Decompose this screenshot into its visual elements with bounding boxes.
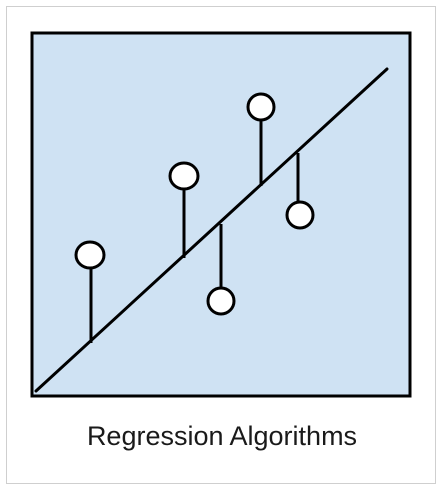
data-point [168,161,200,191]
diagram-caption: Regression Algorithms [86,421,358,451]
regression-line [34,67,389,393]
data-point [285,200,315,230]
data-point [74,240,106,270]
data-point [246,92,276,122]
data-point [206,286,236,316]
